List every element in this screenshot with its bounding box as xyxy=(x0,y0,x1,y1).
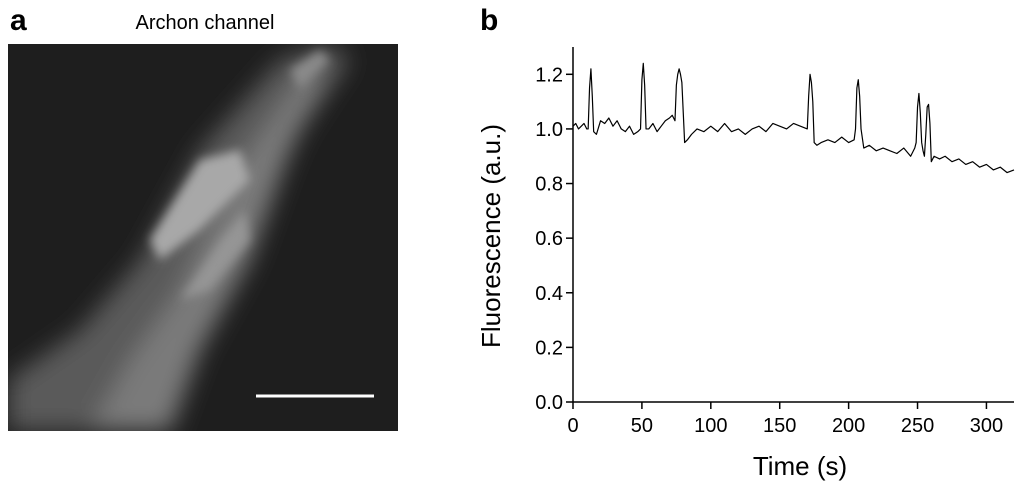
y-tick-label: 0.4 xyxy=(535,283,563,305)
x-tick-label: 50 xyxy=(631,415,653,437)
y-tick-label: 0.8 xyxy=(535,174,563,196)
micrograph xyxy=(8,44,398,431)
x-axis-title: Time (s) xyxy=(753,451,847,481)
image-title: Archon channel xyxy=(136,12,275,34)
y-axis-title: Fluorescence (a.u.) xyxy=(476,124,506,348)
y-tick-label: 0.6 xyxy=(535,228,563,250)
y-tick-label: 0.0 xyxy=(535,392,563,414)
y-tick-label: 1.2 xyxy=(535,64,563,86)
x-tick-label: 250 xyxy=(901,415,934,437)
x-tick-label: 300 xyxy=(970,415,1003,437)
panel-label: a xyxy=(10,4,27,37)
x-tick-label: 100 xyxy=(694,415,727,437)
data-line xyxy=(572,62,1015,174)
x-tick-label: 150 xyxy=(763,415,796,437)
x-tick-label: 200 xyxy=(832,415,865,437)
panel-label: b xyxy=(480,4,498,37)
y-tick-label: 1.0 xyxy=(535,119,563,141)
x-tick-label: 0 xyxy=(567,415,578,437)
y-tick-label: 0.2 xyxy=(535,337,563,359)
